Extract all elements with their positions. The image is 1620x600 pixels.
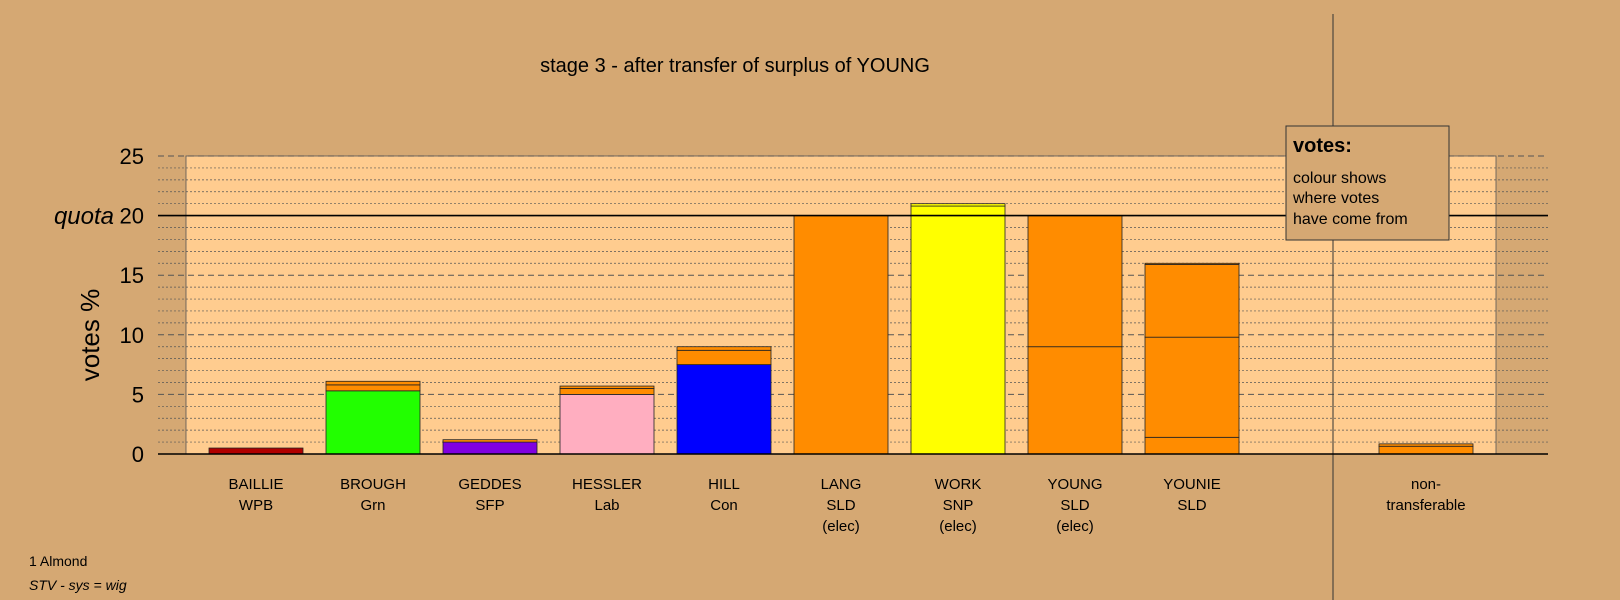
x-tick-label: SLD [1060,497,1089,514]
x-tick-label: WPB [239,497,273,514]
x-tick-label: (elec) [822,518,860,535]
legend-line: colour shows [1293,170,1386,187]
x-tick-label: (elec) [1056,518,1094,535]
x-tick-label: SFP [475,497,504,514]
bar-segment [676,364,772,455]
bar-segment [442,439,538,443]
x-tick-label: WORK [935,476,982,493]
bar-stack [1378,443,1474,455]
x-tick-label: LANG [821,476,862,493]
bar-stack [1144,262,1240,455]
bar-segment [1144,436,1240,455]
x-tick-label: non- [1411,476,1441,493]
x-tick-label: YOUNG [1047,476,1102,493]
bar-stack [559,385,655,455]
bar-segment [1144,262,1240,265]
y-axis-label: votes % [75,289,105,382]
x-tick-label: BAILLIE [228,476,283,493]
legend: votes: colour shows where votes have com… [1285,125,1450,241]
x-tick-label: SLD [826,497,855,514]
bar-segment [910,205,1006,455]
bar-segment [676,349,772,365]
x-tick-label: (elec) [939,518,977,535]
bar-segment [442,441,538,455]
x-tick-label: Con [710,497,738,514]
x-tick-label: SLD [1177,497,1206,514]
bar-segment [325,390,421,455]
quota-label: quota [54,203,114,230]
bar-segment [1027,215,1123,348]
y-tick-label: 0 [132,442,144,467]
x-tick-label: HESSLER [572,476,642,493]
y-axis-ticks: 0 5 10 15 20 25 [120,144,144,467]
system-note: STV - sys = wig [29,577,127,593]
x-tick-label: HILL [708,476,740,493]
bar-segment [1144,264,1240,338]
y-tick-label: 20 [120,204,144,229]
y-tick-label: 10 [120,323,144,348]
bar-segment [1378,443,1474,447]
y-tick-label: 25 [120,144,144,169]
bar-segment [559,385,655,389]
legend-line: have come from [1293,211,1408,228]
y-tick-label: 5 [132,382,144,407]
bar-segment [1378,445,1474,455]
legend-title: votes: [1293,135,1352,157]
bar-segment [1027,346,1123,455]
x-tick-label: GEDDES [458,476,521,493]
bar-segment [325,384,421,392]
bar-segment [793,215,889,455]
y-tick-label: 15 [120,263,144,288]
chart-title: stage 3 - after transfer of surplus of Y… [540,55,930,77]
bars [208,203,1474,455]
bar-stack [208,447,304,455]
legend-line: where votes [1292,190,1379,207]
bar-segment [559,388,655,395]
x-tick-label: Grn [360,497,385,514]
legend-box [1285,125,1450,241]
bar-stack [442,439,538,455]
x-tick-label: SNP [943,497,974,514]
bar-segment [910,203,1006,207]
x-axis-labels: BAILLIE WPB BROUGH Grn GEDDES SFP HESSLER Lab HI… [228,476,1465,535]
bar-segment [208,447,304,455]
bar-stack [676,346,772,455]
x-tick-label: YOUNIE [1163,476,1221,493]
bar-stack [325,380,421,455]
bar-segment [676,346,772,351]
area-note: 1 Almond [29,553,88,569]
x-tick-label: transferable [1386,497,1465,514]
bar-stack [910,203,1006,455]
x-tick-label: BROUGH [340,476,406,493]
x-tick-label: Lab [594,497,619,514]
bar-stack [1027,215,1123,455]
bar-segment [325,380,421,386]
bar-segment [1144,336,1240,438]
bar-segment [559,393,655,455]
bar-stack [793,215,889,455]
